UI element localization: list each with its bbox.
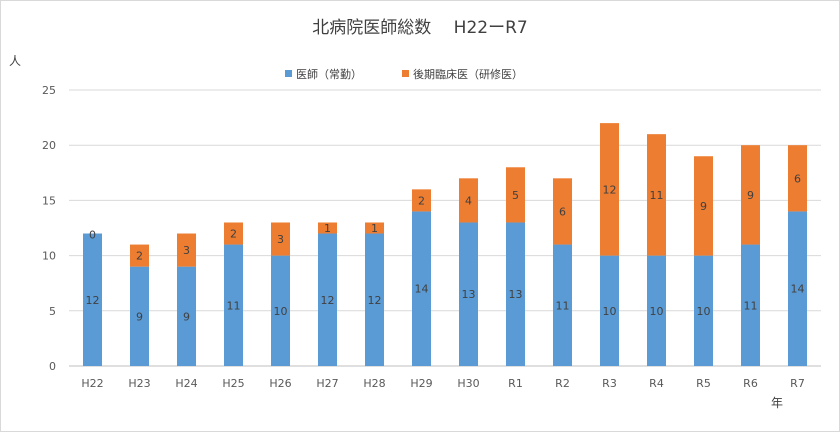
x-tick-label: H22 [81,377,103,390]
data-label: 5 [512,189,519,202]
data-label: 2 [136,250,143,263]
y-tick-label: 25 [42,84,56,97]
bar-segment-resident [506,167,525,223]
bar-segment-fulltime [130,266,149,366]
x-tick-label: H25 [222,377,244,390]
data-label: 6 [559,205,566,218]
data-label: 1 [324,222,331,235]
x-tick-label: R5 [696,377,711,390]
x-tick-label: R3 [602,377,617,390]
bar-segment-resident [647,134,666,256]
bar-segment-fulltime [83,233,102,366]
data-label: 1 [371,222,378,235]
data-label: 13 [509,288,523,301]
data-label: 12 [603,183,617,196]
bar-segment-resident [553,178,572,245]
x-tick-label: R1 [508,377,523,390]
data-label: 10 [697,305,711,318]
y-axis-unit-label: 人 [9,54,21,68]
legend-swatch [402,70,409,77]
data-label: 9 [747,189,754,202]
legend-label: 後期臨床医（研修医） [413,67,523,81]
legend-label: 医師（常勤） [296,68,362,81]
bar-segment-fulltime [647,255,666,366]
y-tick-label: 15 [42,194,56,207]
bar-segment-resident [694,156,713,256]
data-label: 12 [86,294,100,307]
data-label: 3 [183,244,190,257]
bar-segment-fulltime [459,222,478,366]
data-label: 10 [650,305,664,318]
data-label: 10 [274,305,288,318]
y-tick-label: 10 [42,250,56,263]
data-label: 2 [418,194,425,207]
legend-swatch [285,70,292,77]
data-label: 12 [321,294,335,307]
bar-segment-resident [130,244,149,267]
bar-segment-fulltime [177,266,196,366]
x-tick-label: H28 [363,377,385,390]
x-tick-label: R2 [555,377,570,390]
data-label: 4 [465,194,472,207]
bars: 1209293112103121121142134135116101210111… [83,123,807,366]
x-axis-unit-label: 年 [771,396,783,410]
data-label: 0 [89,229,96,242]
bar-segment-resident [177,233,196,267]
bar-segment-fulltime [224,244,243,366]
data-label: 9 [136,310,143,323]
bar-segment-fulltime [318,233,337,366]
bar-segment-fulltime [694,255,713,366]
data-label: 12 [368,294,382,307]
data-label: 11 [227,299,241,312]
bar-segment-fulltime [553,244,572,366]
x-tick-label: H23 [128,377,150,390]
bar-segment-resident [318,222,337,234]
y-tick-label: 0 [49,360,56,373]
data-label: 13 [462,288,476,301]
y-tick-label: 20 [42,139,56,152]
data-label: 11 [556,299,570,312]
y-tick-label: 5 [49,305,56,318]
data-label: 11 [744,299,758,312]
bar-segment-fulltime [741,244,760,366]
legend: 医師（常勤） 後期臨床医（研修医） [285,67,523,81]
bar-segment-resident [600,123,619,256]
x-tick-label: H30 [457,377,479,390]
bar-segment-resident [741,145,760,245]
data-label: 3 [277,233,284,246]
bar-segment-resident [365,222,384,234]
x-tick-label: H26 [269,377,291,390]
x-tick-label: R7 [790,377,805,390]
data-label: 6 [794,172,801,185]
bar-segment-resident [224,222,243,245]
bar-segment-fulltime [506,222,525,366]
bar-segment-fulltime [365,233,384,366]
bar-segment-resident [459,178,478,223]
y-axis-ticks: 0 5 10 15 20 25 [42,84,56,373]
data-label: 2 [230,228,237,241]
bar-segment-resident [788,145,807,212]
bar-segment-fulltime [271,255,290,366]
data-label: 11 [650,189,664,202]
x-axis-ticks: H22 H23 H24 H25 H26 H27 H28 H29 H30 R1 R2 R3 R4 R5 R6 R… [81,377,804,390]
x-tick-label: H29 [410,377,432,390]
data-label: 9 [700,200,707,213]
x-tick-label: R4 [649,377,664,390]
data-label: 14 [415,283,429,296]
bar-segment-fulltime [412,211,431,366]
data-label: 14 [791,283,805,296]
data-label: 9 [183,310,190,323]
x-tick-label: R6 [743,377,758,390]
x-tick-label: H27 [316,377,338,390]
x-tick-label: H24 [175,377,197,390]
data-label: 10 [603,305,617,318]
bar-segment-resident [271,222,290,256]
bar-segment-resident [412,189,431,212]
chart-title: 北病院医師総数 H22ーR7 [312,18,527,38]
bar-segment-fulltime [788,211,807,366]
bar-segment-fulltime [600,255,619,366]
